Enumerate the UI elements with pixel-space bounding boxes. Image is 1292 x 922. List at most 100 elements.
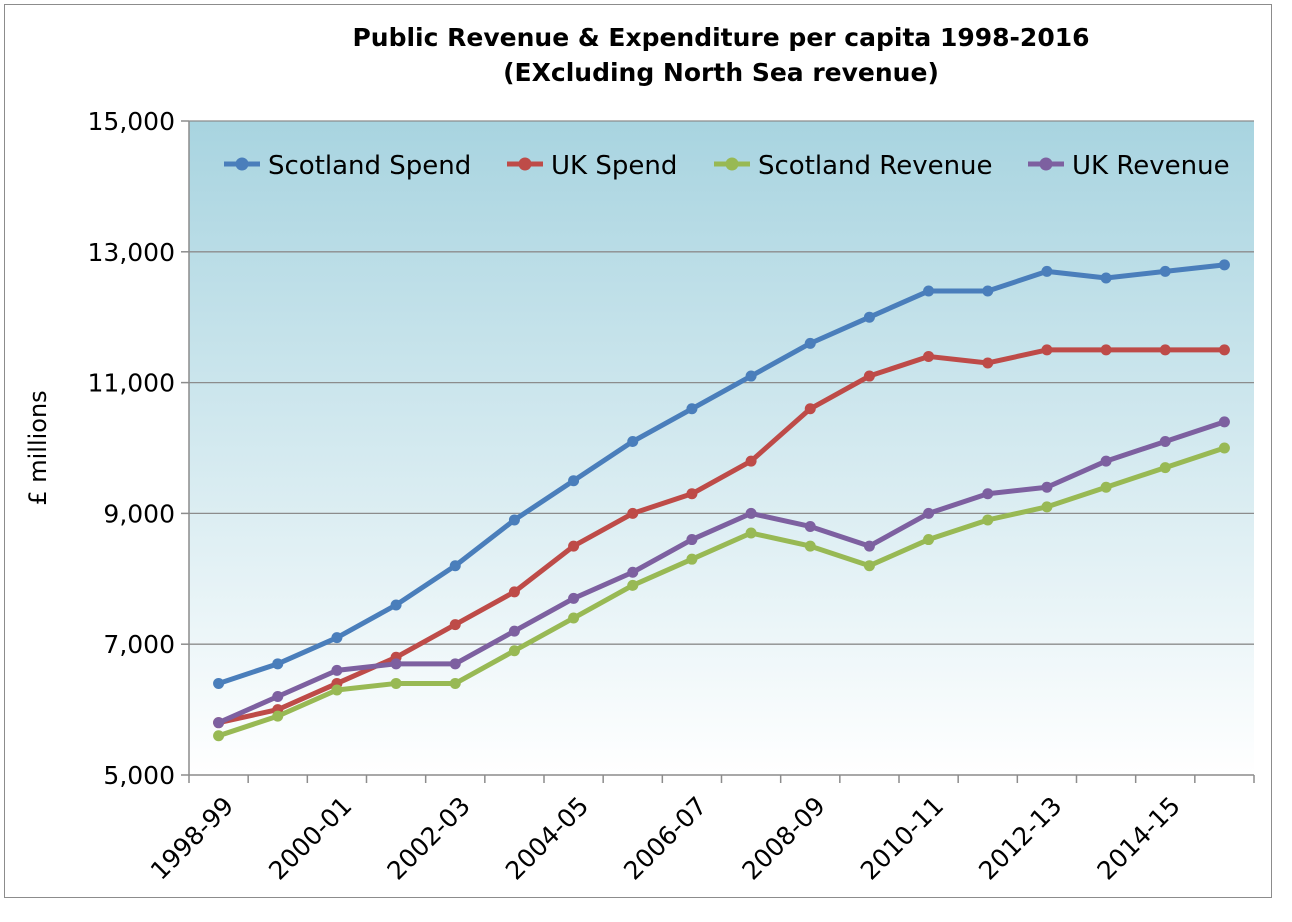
data-point-uk-spend bbox=[568, 540, 580, 552]
series-line-scotland-revenue bbox=[216, 445, 1227, 739]
data-point-uk-revenue bbox=[1041, 481, 1053, 493]
y-tick-label: 13,000 bbox=[88, 238, 175, 267]
data-point-scotland-spend bbox=[508, 514, 520, 526]
data-point-scotland-spend bbox=[272, 658, 284, 670]
y-tick-label: 7,000 bbox=[103, 630, 175, 659]
legend-label: Scotland Revenue bbox=[758, 151, 993, 181]
data-point-scotland-spend bbox=[449, 560, 461, 572]
data-point-uk-spend bbox=[982, 357, 994, 369]
data-point-scotland-revenue bbox=[1159, 462, 1171, 474]
data-point-scotland-revenue bbox=[1218, 442, 1230, 454]
data-point-scotland-spend bbox=[213, 677, 225, 689]
legend-item-scotland-spend: Scotland Spend bbox=[224, 151, 471, 181]
x-tick-label: 2012-13 bbox=[973, 791, 1067, 885]
data-point-scotland-spend bbox=[627, 435, 639, 447]
legend-swatch-marker bbox=[235, 157, 249, 171]
data-point-uk-revenue bbox=[390, 658, 402, 670]
data-point-uk-revenue bbox=[1100, 455, 1112, 467]
x-tick-label: 2004-05 bbox=[500, 791, 594, 885]
data-point-scotland-spend bbox=[745, 370, 757, 382]
series-line-scotland-spend bbox=[216, 262, 1227, 686]
legend-swatch-marker bbox=[518, 157, 532, 171]
data-point-uk-revenue bbox=[627, 566, 639, 578]
data-point-scotland-spend bbox=[982, 285, 994, 297]
data-point-uk-spend bbox=[1100, 344, 1112, 356]
data-point-scotland-revenue bbox=[982, 514, 994, 526]
data-point-uk-revenue bbox=[331, 664, 343, 676]
data-point-uk-revenue bbox=[863, 540, 875, 552]
data-point-scotland-spend bbox=[686, 403, 698, 415]
data-point-uk-spend bbox=[1159, 344, 1171, 356]
data-point-uk-revenue bbox=[272, 691, 284, 703]
legend-item-scotland-revenue: Scotland Revenue bbox=[714, 151, 993, 181]
data-point-uk-spend bbox=[863, 370, 875, 382]
legend-label: Scotland Spend bbox=[268, 151, 471, 181]
y-tick-label: 5,000 bbox=[103, 761, 175, 790]
x-tick-label: 2000-01 bbox=[263, 791, 357, 885]
x-tick-label: 1998-99 bbox=[145, 791, 239, 885]
data-point-scotland-revenue bbox=[804, 540, 816, 552]
series-line-uk-revenue bbox=[216, 419, 1227, 726]
y-axis-label: £ millions bbox=[24, 390, 52, 505]
data-point-uk-revenue bbox=[982, 488, 994, 500]
data-point-uk-revenue bbox=[449, 658, 461, 670]
x-tick-label: 2010-11 bbox=[855, 791, 949, 885]
y-tick-label: 11,000 bbox=[88, 369, 175, 398]
series-line-uk-spend bbox=[216, 347, 1227, 726]
legend-label: UK Revenue bbox=[1072, 151, 1230, 181]
data-point-scotland-revenue bbox=[390, 677, 402, 689]
legend-swatch-marker bbox=[725, 157, 739, 171]
data-point-scotland-spend bbox=[923, 285, 935, 297]
legend-item-uk-revenue: UK Revenue bbox=[1028, 151, 1230, 181]
data-point-scotland-spend bbox=[331, 632, 343, 644]
data-point-scotland-revenue bbox=[331, 684, 343, 696]
data-point-uk-revenue bbox=[568, 592, 580, 604]
data-point-scotland-spend bbox=[1041, 265, 1053, 277]
series-scotland-spend bbox=[213, 259, 1230, 689]
data-point-uk-spend bbox=[1041, 344, 1053, 356]
data-point-scotland-revenue bbox=[923, 534, 935, 546]
chart-subtitle: (EXcluding North Sea revenue) bbox=[503, 58, 939, 87]
data-point-scotland-revenue bbox=[508, 645, 520, 657]
data-point-uk-revenue bbox=[923, 507, 935, 519]
data-point-scotland-spend bbox=[1159, 265, 1171, 277]
data-point-uk-spend bbox=[449, 619, 461, 631]
data-point-uk-revenue bbox=[213, 717, 225, 729]
data-point-scotland-revenue bbox=[627, 579, 639, 591]
x-tick-label: 2008-09 bbox=[736, 791, 830, 885]
data-point-scotland-spend bbox=[568, 475, 580, 487]
data-point-scotland-spend bbox=[390, 599, 402, 611]
gridlines bbox=[189, 120, 1254, 645]
chart-title: Public Revenue & Expenditure per capita … bbox=[352, 23, 1089, 52]
series-uk-revenue bbox=[213, 416, 1230, 729]
data-point-uk-spend bbox=[686, 488, 698, 500]
data-point-scotland-spend bbox=[863, 311, 875, 323]
data-point-scotland-revenue bbox=[686, 553, 698, 565]
series-scotland-revenue bbox=[213, 442, 1230, 742]
data-point-scotland-revenue bbox=[863, 560, 875, 572]
data-point-uk-revenue bbox=[508, 625, 520, 637]
data-point-scotland-spend bbox=[1100, 272, 1112, 284]
data-point-uk-revenue bbox=[804, 520, 816, 532]
x-tick-label: 2014-15 bbox=[1091, 791, 1185, 885]
data-point-uk-revenue bbox=[1159, 435, 1171, 447]
data-point-uk-spend bbox=[508, 586, 520, 598]
x-tick-label: 2006-07 bbox=[618, 791, 712, 885]
data-point-uk-revenue bbox=[686, 534, 698, 546]
data-point-scotland-revenue bbox=[568, 612, 580, 624]
legend-swatch-marker bbox=[1039, 157, 1053, 171]
y-tick-label: 9,000 bbox=[103, 499, 175, 528]
data-point-scotland-revenue bbox=[1100, 481, 1112, 493]
data-point-scotland-revenue bbox=[272, 710, 284, 722]
data-point-scotland-revenue bbox=[745, 527, 757, 539]
data-point-scotland-spend bbox=[804, 337, 816, 349]
data-point-scotland-revenue bbox=[449, 677, 461, 689]
data-point-uk-revenue bbox=[1218, 416, 1230, 428]
data-point-uk-spend bbox=[804, 403, 816, 415]
y-tick-label: 15,000 bbox=[88, 107, 175, 136]
data-point-scotland-revenue bbox=[1041, 501, 1053, 513]
data-point-uk-spend bbox=[1218, 344, 1230, 356]
legend: Scotland Spend UK Spend Scotland Revenue UK… bbox=[224, 151, 1230, 181]
data-point-uk-spend bbox=[923, 350, 935, 362]
